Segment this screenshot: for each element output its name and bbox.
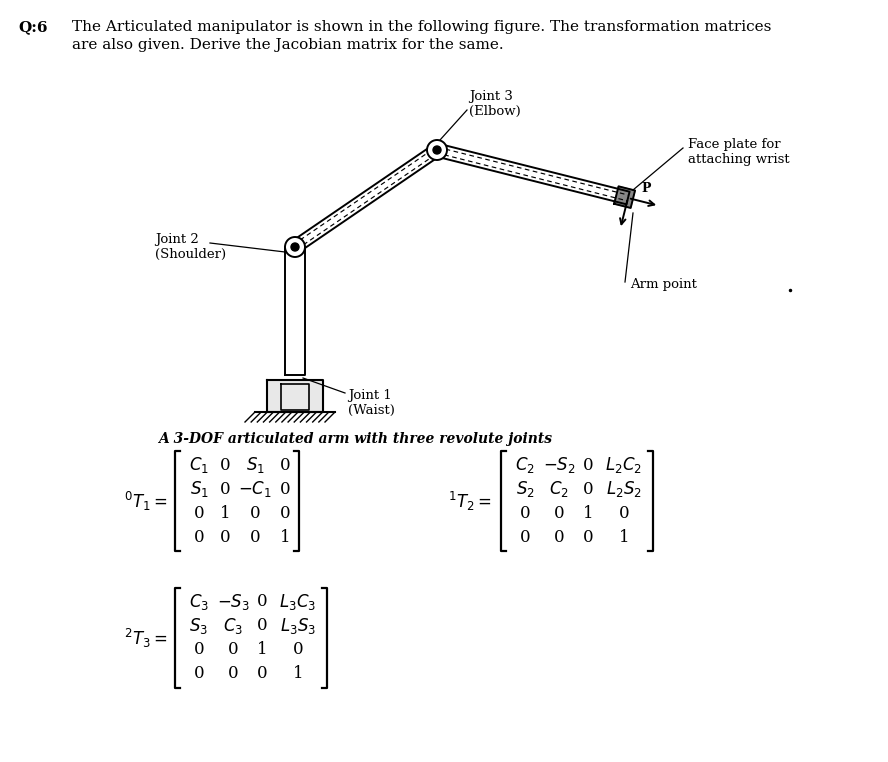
Text: Q:6: Q:6 bbox=[18, 20, 47, 34]
Text: 0: 0 bbox=[293, 642, 304, 658]
Text: 0: 0 bbox=[194, 529, 204, 546]
Text: (Elbow): (Elbow) bbox=[469, 105, 520, 118]
Text: $^{2}T_3 =$: $^{2}T_3 =$ bbox=[124, 626, 168, 649]
Text: 0: 0 bbox=[619, 504, 630, 521]
Text: 0: 0 bbox=[194, 504, 204, 521]
Text: $L_2C_2$: $L_2C_2$ bbox=[606, 455, 643, 475]
Text: 0: 0 bbox=[227, 642, 238, 658]
Text: 0: 0 bbox=[554, 529, 564, 546]
Text: Joint 2: Joint 2 bbox=[155, 233, 199, 246]
Text: Joint 1: Joint 1 bbox=[348, 389, 392, 402]
Text: $C_3$: $C_3$ bbox=[189, 592, 209, 612]
Text: Joint 3: Joint 3 bbox=[469, 90, 513, 103]
Text: $C_2$: $C_2$ bbox=[515, 455, 535, 475]
Text: Arm point: Arm point bbox=[630, 278, 697, 291]
Text: 0: 0 bbox=[219, 481, 230, 498]
Text: $L_3C_3$: $L_3C_3$ bbox=[280, 592, 317, 612]
Text: 0: 0 bbox=[227, 665, 238, 683]
Text: (Shoulder): (Shoulder) bbox=[155, 248, 226, 261]
Circle shape bbox=[291, 243, 299, 251]
Text: 0: 0 bbox=[554, 504, 564, 521]
Text: 1: 1 bbox=[257, 642, 267, 658]
Polygon shape bbox=[267, 380, 323, 412]
Text: P: P bbox=[642, 182, 652, 195]
Text: 1: 1 bbox=[280, 529, 290, 546]
Text: 0: 0 bbox=[280, 504, 290, 521]
Text: $L_3S_3$: $L_3S_3$ bbox=[280, 616, 316, 636]
Text: Face plate for: Face plate for bbox=[688, 138, 781, 151]
Text: 0: 0 bbox=[519, 529, 530, 546]
Polygon shape bbox=[614, 187, 635, 208]
Text: 1: 1 bbox=[219, 504, 230, 521]
Circle shape bbox=[427, 140, 447, 160]
Text: $^{0}T_1 =$: $^{0}T_1 =$ bbox=[124, 489, 168, 513]
Text: $L_2S_2$: $L_2S_2$ bbox=[606, 479, 642, 499]
Circle shape bbox=[433, 146, 441, 154]
Text: $S_1$: $S_1$ bbox=[246, 455, 265, 475]
Polygon shape bbox=[285, 247, 305, 375]
Text: $S_3$: $S_3$ bbox=[189, 616, 209, 636]
Text: $-S_3$: $-S_3$ bbox=[217, 592, 250, 612]
Text: $-S_2$: $-S_2$ bbox=[543, 455, 575, 475]
Text: 0: 0 bbox=[219, 529, 230, 546]
Text: 0: 0 bbox=[250, 529, 260, 546]
Text: $C_2$: $C_2$ bbox=[549, 479, 569, 499]
Text: $S_1$: $S_1$ bbox=[189, 479, 209, 499]
Text: 0: 0 bbox=[257, 617, 267, 635]
Text: 0: 0 bbox=[280, 481, 290, 498]
Text: attaching wrist: attaching wrist bbox=[688, 153, 789, 166]
Text: The Articulated manipulator is shown in the following figure. The transformation: The Articulated manipulator is shown in … bbox=[72, 20, 772, 34]
Text: 0: 0 bbox=[583, 529, 593, 546]
Text: 0: 0 bbox=[194, 642, 204, 658]
Text: 0: 0 bbox=[257, 594, 267, 610]
Text: 0: 0 bbox=[280, 456, 290, 473]
Text: $C_3$: $C_3$ bbox=[223, 616, 243, 636]
Circle shape bbox=[285, 237, 305, 257]
Text: $C_1$: $C_1$ bbox=[189, 455, 209, 475]
Text: $S_2$: $S_2$ bbox=[516, 479, 535, 499]
Text: 1: 1 bbox=[619, 529, 630, 546]
Text: 0: 0 bbox=[583, 456, 593, 473]
Text: 0: 0 bbox=[219, 456, 230, 473]
Text: (Waist): (Waist) bbox=[348, 404, 395, 417]
Text: $-C_1$: $-C_1$ bbox=[238, 479, 272, 499]
Text: A 3-DOF articulated arm with three revolute joints: A 3-DOF articulated arm with three revol… bbox=[158, 432, 552, 446]
Text: 0: 0 bbox=[583, 481, 593, 498]
Text: 0: 0 bbox=[257, 665, 267, 683]
Text: 0: 0 bbox=[519, 504, 530, 521]
Text: $^{1}T_2 =$: $^{1}T_2 =$ bbox=[448, 489, 492, 513]
Text: 1: 1 bbox=[293, 665, 304, 683]
Text: 0: 0 bbox=[250, 504, 260, 521]
Text: are also given. Derive the Jacobian matrix for the same.: are also given. Derive the Jacobian matr… bbox=[72, 38, 503, 52]
Text: 1: 1 bbox=[583, 504, 593, 521]
Text: 0: 0 bbox=[194, 665, 204, 683]
